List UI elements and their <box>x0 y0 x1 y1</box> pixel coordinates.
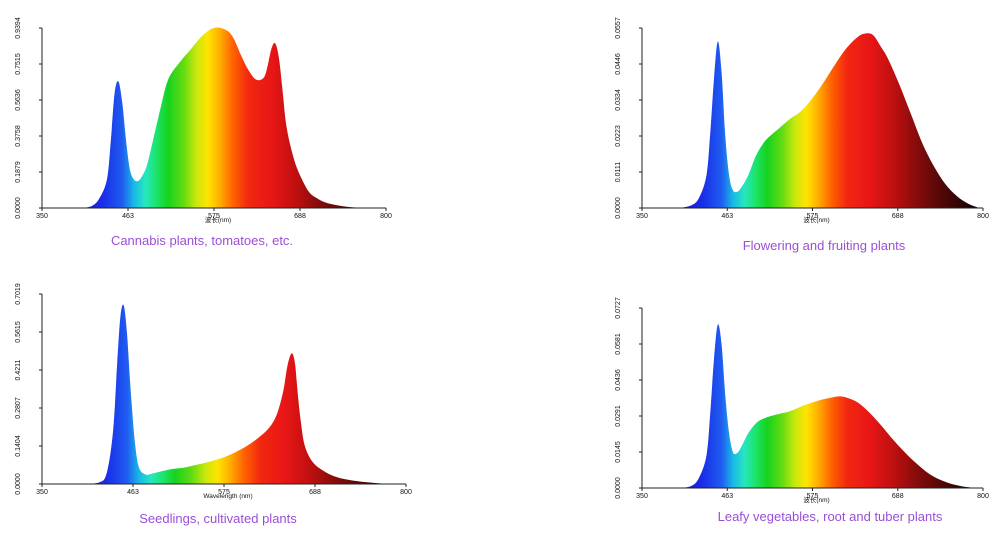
y-tick-label: 0.0000 <box>15 197 22 219</box>
x-tick-label: 688 <box>294 213 306 220</box>
spectrum-chart-3: 350 463 575 688 800 0.0000 0.1404 0.2807 0.4211 0… <box>15 283 412 526</box>
spectrum-chart-2: 350 463 575 688 800 0.0000 0.0111 0.0223 0.0334 0… <box>615 17 989 253</box>
x-tick-label: 350 <box>36 489 48 496</box>
x-tick-label: 575 <box>208 213 220 220</box>
y-tick-label: 0.0446 <box>615 53 622 75</box>
y-tick-label: 0.0000 <box>615 197 622 219</box>
y-tick-label: 0.5636 <box>15 89 22 111</box>
spectrum-area <box>679 324 976 488</box>
y-tick-label: 0.0334 <box>615 89 622 111</box>
x-tick-label: 350 <box>636 213 648 220</box>
x-tick-label: 463 <box>721 213 733 220</box>
x-tick-label: 688 <box>309 489 321 496</box>
y-tick-label: 0.1879 <box>15 161 22 183</box>
y-tick-label: 0.0291 <box>615 405 622 427</box>
y-tick-label: 0.5615 <box>15 321 22 343</box>
x-tick-label: 688 <box>892 213 904 220</box>
chart-caption: Leafy vegetables, root and tuber plants <box>718 509 943 524</box>
y-tick-label: 0.0000 <box>15 473 22 495</box>
x-tick-label: 463 <box>127 489 139 496</box>
x-tick-label: 575 <box>807 493 819 500</box>
y-tick-label: 0.1404 <box>15 435 22 457</box>
x-axis-label: 波长(nm) <box>803 215 829 224</box>
y-tick-label: 0.3758 <box>15 125 22 147</box>
y-tick-label: 0.4211 <box>15 359 22 380</box>
x-tick-label: 800 <box>380 213 392 220</box>
y-tick-label: 0.7515 <box>15 53 22 75</box>
y-tick-label: 0.0000 <box>615 477 622 499</box>
x-tick-label: 800 <box>977 213 989 220</box>
y-tick-label: 0.0727 <box>615 297 622 319</box>
x-axis-label: 波长(nm) <box>205 215 231 224</box>
x-axis-label: 波长(nm) <box>803 495 829 504</box>
y-tick-label: 0.7019 <box>15 283 22 305</box>
x-tick-label: 350 <box>636 493 648 500</box>
x-tick-label: 463 <box>122 213 134 220</box>
x-tick-label: 463 <box>721 493 733 500</box>
y-tick-label: 0.0223 <box>615 125 622 147</box>
x-axis-label: Wavelength (nm) <box>203 493 252 500</box>
chart-caption: Seedlings, cultivated plants <box>139 511 297 526</box>
x-tick-label: 688 <box>892 493 904 500</box>
spectrum-chart-1: 350 463 575 688 800 0.0000 0.1879 0.3758 0.5636 0… <box>15 17 392 248</box>
chart-caption: Flowering and fruiting plants <box>743 238 906 253</box>
y-tick-label: 0.2807 <box>15 397 22 419</box>
y-tick-label: 0.0436 <box>615 369 622 391</box>
x-tick-label: 800 <box>400 489 412 496</box>
y-tick-label: 0.0145 <box>615 441 622 463</box>
y-tick-label: 0.0111 <box>615 162 622 182</box>
y-tick-label: 0.9394 <box>15 17 22 39</box>
spectrum-chart-4: 350 463 575 688 800 0.0000 0.0145 0.0291 0.0436 0… <box>615 297 989 524</box>
y-tick-label: 0.0581 <box>615 333 622 355</box>
x-tick-label: 575 <box>807 213 819 220</box>
chart-caption: Cannabis plants, tomatoes, etc. <box>111 233 293 248</box>
x-tick-label: 800 <box>977 493 989 500</box>
y-tick-label: 0.0557 <box>615 17 622 39</box>
spectrum-area <box>82 304 398 484</box>
x-tick-label: 350 <box>36 213 48 220</box>
x-tick-label: 575 <box>218 489 230 496</box>
spectrum-area <box>80 27 371 209</box>
spectrum-area <box>679 33 980 209</box>
